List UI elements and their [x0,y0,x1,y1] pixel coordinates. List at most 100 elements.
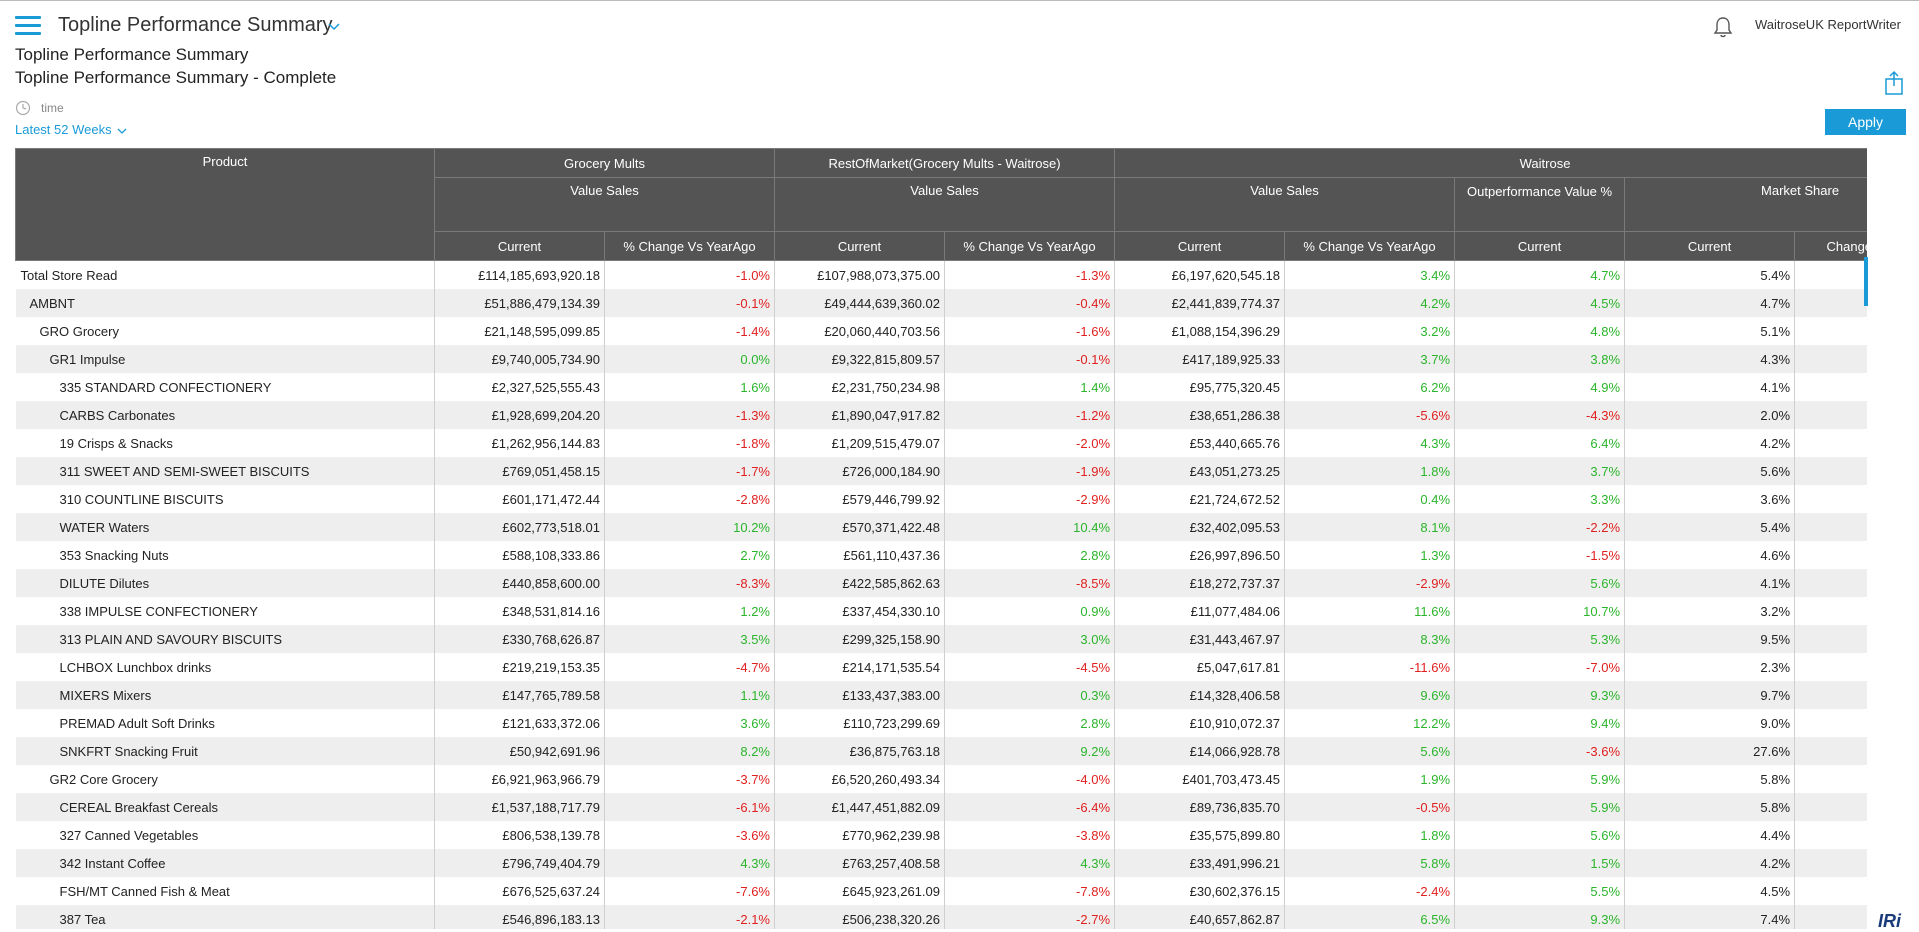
value-cell: 8.1% [1284,513,1456,541]
product-cell[interactable]: GR2 Core Grocery [15,765,435,793]
table-row[interactable]: 335 STANDARD CONFECTIONERY £2,327,525,555… [15,373,1867,401]
product-cell[interactable]: PREMAD Adult Soft Drinks [15,709,435,737]
hamburger-menu-icon[interactable] [15,16,41,36]
col-header-sub-4[interactable]: Current [1114,231,1286,261]
time-filter-dropdown[interactable]: Latest 52 Weeks [15,122,127,137]
table-row[interactable]: CARBS Carbonates £1,928,699,204.20 -1.3% £1… [15,401,1867,429]
chevron-down-icon[interactable] [326,19,342,33]
value-cell: 1.8% [1284,821,1456,849]
table-row[interactable]: CEREAL Breakfast Cereals £1,537,188,717.7… [15,793,1867,821]
col-header-sub-0[interactable]: Current [434,231,605,261]
table-row[interactable]: 342 Instant Coffee £796,749,404.79 4.3% £76… [15,849,1867,877]
product-cell[interactable]: 311 SWEET AND SEMI-SWEET BISCUITS [15,457,435,485]
value-cell: £26,997,896.50 [1114,541,1286,569]
table-row[interactable]: GRO Grocery £21,148,595,099.85 -1.4% £20,06… [15,317,1867,345]
value-cell: £38,651,286.38 [1114,401,1286,429]
table-row[interactable]: 19 Crisps & Snacks £1,262,956,144.83 -1.8%… [15,429,1867,457]
col-header-sub-5[interactable]: % Change Vs YearAgo [1284,231,1456,261]
value-cell [1794,737,1867,765]
value-cell: £726,000,184.90 [774,457,945,485]
performance-table-container[interactable]: Product Grocery Mults RestOfMarket(Groce… [15,148,1867,929]
product-cell[interactable]: GRO Grocery [15,317,435,345]
clock-icon [15,100,31,116]
value-cell: -3.8% [944,821,1116,849]
value-cell: 0.3% [944,681,1116,709]
report-title: Topline Performance Summary [15,45,249,64]
product-cell[interactable]: 338 IMPULSE CONFECTIONERY [15,597,435,625]
value-cell: -7.6% [604,877,775,905]
top-border [0,0,1919,1]
value-cell: 3.4% [1284,260,1456,289]
col-header-sub-1[interactable]: % Change Vs YearAgo [604,231,775,261]
table-row[interactable]: 310 COUNTLINE BISCUITS £601,171,472.44 -2.… [15,485,1867,513]
value-cell: £32,402,095.53 [1114,513,1286,541]
value-cell: 7.4% [1624,905,1796,929]
table-row[interactable]: AMBNT £51,886,479,134.39 -0.1% £49,444,639,… [15,289,1867,317]
product-cell[interactable]: CEREAL Breakfast Cereals [15,793,435,821]
product-cell[interactable]: GR1 Impulse [15,345,435,373]
product-cell[interactable]: DILUTE Dilutes [15,569,435,597]
table-row[interactable]: 313 PLAIN AND SAVOURY BISCUITS £330,768,6… [15,625,1867,653]
col-header-sub-8[interactable]: Change Vs YearAgo [1794,231,1867,261]
table-row[interactable]: Total Store Read £114,185,693,920.18 -1.0%… [15,260,1867,289]
bell-icon[interactable] [1712,15,1734,39]
apply-button[interactable]: Apply [1825,109,1906,135]
value-cell: 5.3% [1454,625,1626,653]
product-cell[interactable]: 19 Crisps & Snacks [15,429,435,457]
product-cell[interactable]: Total Store Read [15,260,435,289]
value-cell: 4.3% [1284,429,1456,457]
product-cell[interactable]: 327 Canned Vegetables [15,821,435,849]
value-cell: £422,585,862.63 [774,569,945,597]
product-cell[interactable]: AMBNT [15,289,435,317]
value-cell: -3.7% [604,765,775,793]
table-row[interactable]: SNKFRT Snacking Fruit £50,942,691.96 8.2% £… [15,737,1867,765]
col-header-sub-7[interactable]: Current [1624,231,1796,261]
value-cell: £36,875,763.18 [774,737,945,765]
product-cell[interactable]: SNKFRT Snacking Fruit [15,737,435,765]
table-row[interactable]: 338 IMPULSE CONFECTIONERY £348,531,814.16… [15,597,1867,625]
share-icon[interactable] [1883,70,1905,96]
user-name[interactable]: WaitroseUK ReportWriter [1755,17,1901,32]
table-row[interactable]: 387 Tea £546,896,183.13 -2.1% £506,238,320.… [15,905,1867,929]
table-row[interactable]: LCHBOX Lunchbox drinks £219,219,153.35 -4.… [15,653,1867,681]
table-row[interactable]: 353 Snacking Nuts £588,108,333.86 2.7% £561… [15,541,1867,569]
value-cell: £1,262,956,144.83 [434,429,605,457]
product-cell[interactable]: 353 Snacking Nuts [15,541,435,569]
vertical-scrollbar[interactable] [1864,257,1868,306]
col-header-sub-2[interactable]: Current [774,231,945,261]
table-row[interactable]: 327 Canned Vegetables £806,538,139.78 -3.6… [15,821,1867,849]
value-cell: £9,740,005,734.90 [434,345,605,373]
product-cell[interactable]: MIXERS Mixers [15,681,435,709]
product-cell[interactable]: 310 COUNTLINE BISCUITS [15,485,435,513]
value-cell: £546,896,183.13 [434,905,605,929]
table-row[interactable]: FSH/MT Canned Fish & Meat £676,525,637.24… [15,877,1867,905]
col-header-sub-6[interactable]: Current [1454,231,1626,261]
table-row[interactable]: MIXERS Mixers £147,765,789.58 1.1% £133,437… [15,681,1867,709]
product-cell[interactable]: FSH/MT Canned Fish & Meat [15,877,435,905]
col-header-product[interactable]: Product [15,148,435,261]
value-cell [1794,289,1867,317]
value-cell: 5.6% [1624,457,1796,485]
product-cell[interactable]: LCHBOX Lunchbox drinks [15,653,435,681]
product-cell[interactable]: 335 STANDARD CONFECTIONERY [15,373,435,401]
value-cell: 5.1% [1624,317,1796,345]
product-cell[interactable]: 313 PLAIN AND SAVOURY BISCUITS [15,625,435,653]
col-header-waitrose: Waitrose [1114,148,1867,178]
table-row[interactable]: DILUTE Dilutes £440,858,600.00 -8.3% £422,5… [15,569,1867,597]
product-cell[interactable]: WATER Waters [15,513,435,541]
value-cell: 5.9% [1454,765,1626,793]
table-row[interactable]: 311 SWEET AND SEMI-SWEET BISCUITS £769,05… [15,457,1867,485]
value-cell: 2.0% [1624,401,1796,429]
product-cell[interactable]: CARBS Carbonates [15,401,435,429]
table-row[interactable]: GR1 Impulse £9,740,005,734.90 0.0% £9,322,8… [15,345,1867,373]
product-cell[interactable]: 387 Tea [15,905,435,929]
value-cell: £770,962,239.98 [774,821,945,849]
col-header-sub-3[interactable]: % Change Vs YearAgo [943,231,1116,261]
table-row[interactable]: GR2 Core Grocery £6,921,963,966.79 -3.7% £6… [15,765,1867,793]
table-row[interactable]: PREMAD Adult Soft Drinks £121,633,372.06 3… [15,709,1867,737]
value-cell [1794,373,1867,401]
value-cell: -1.3% [944,260,1116,289]
value-cell: £1,088,154,396.29 [1114,317,1286,345]
table-row[interactable]: WATER Waters £602,773,518.01 10.2% £570,371… [15,513,1867,541]
product-cell[interactable]: 342 Instant Coffee [15,849,435,877]
